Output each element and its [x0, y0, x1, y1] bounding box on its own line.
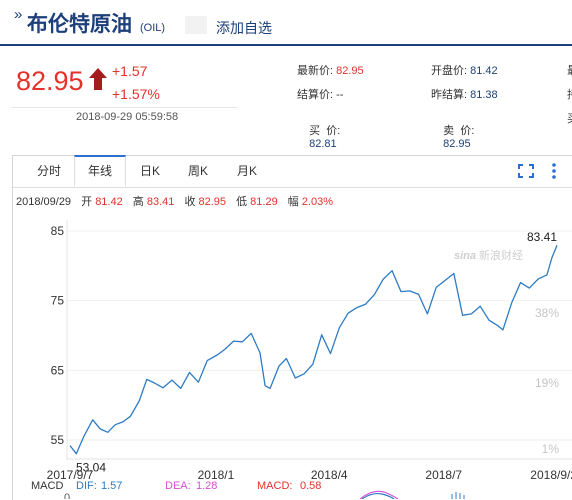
- ask-price-cell: 卖 价: 82.95: [437, 110, 474, 150]
- divider: [12, 107, 238, 108]
- settle-price-label: 结算价:: [297, 89, 334, 101]
- instrument-title: 布伦特原油: [27, 13, 132, 36]
- bid-price-cell: 买 价: 82.81: [303, 110, 340, 150]
- tab-weekly-k[interactable]: 周K: [187, 164, 208, 178]
- price-change-pct: +1.57%: [112, 86, 160, 102]
- price-change: +1.57: [112, 63, 148, 79]
- open-price-label: 开盘价:: [431, 65, 468, 77]
- latest-price-label: 最新价:: [297, 65, 334, 77]
- tab-yearly[interactable]: 年线: [74, 155, 126, 187]
- prev-settle-cell: 昨结算: 81.38: [431, 86, 498, 102]
- tab-intraday[interactable]: 分时: [36, 164, 61, 178]
- fullscreen-icon[interactable]: [518, 164, 534, 178]
- quote-timestamp: 2018-09-29 05:59:58: [76, 111, 179, 123]
- day-high-value: 83.41: [146, 196, 175, 208]
- day-amplitude-value: 2.03%: [301, 196, 334, 208]
- latest-price-cell: 最新价: 82.95: [297, 62, 364, 78]
- open-price-value: 81.42: [470, 65, 498, 77]
- tab-monthly-k[interactable]: 月K: [236, 164, 257, 178]
- code-separator: [185, 16, 207, 34]
- prev-settle-value: 81.38: [470, 89, 498, 101]
- latest-price-value: 82.95: [336, 65, 364, 77]
- tab-daily-k[interactable]: 日K: [139, 164, 160, 178]
- settle-price-cell: 结算价: --: [297, 86, 343, 102]
- ask-price-label: 卖 价:: [443, 125, 475, 137]
- day-date: 2018/09/29: [16, 196, 72, 208]
- right-edge-label-2: 持: [567, 86, 572, 102]
- chart-panel: 分时 年线 日K 周K 月K 2018/09/29 开 81.42 高 83.4…: [12, 155, 572, 500]
- day-close-label: 收: [184, 196, 196, 208]
- day-amplitude-label: 幅: [287, 196, 299, 208]
- more-options-icon[interactable]: [551, 162, 557, 180]
- double-chevron-icon: »: [14, 6, 23, 23]
- day-open-label: 开: [81, 196, 93, 208]
- bid-price-label: 买 价:: [309, 125, 341, 137]
- day-high-label: 高: [132, 196, 144, 208]
- ask-price-value: 82.95: [443, 138, 471, 150]
- add-favorite-link[interactable]: 添加自选: [216, 20, 272, 36]
- day-open-value: 81.42: [95, 196, 123, 208]
- open-price-cell: 开盘价: 81.42: [431, 62, 498, 78]
- day-info-row: 2018/09/29 开 81.42 高 83.41 收 82.95 低 81.…: [16, 193, 333, 209]
- bid-price-value: 82.81: [309, 138, 337, 150]
- right-edge-label-3: 买: [567, 110, 572, 126]
- right-edge-label-1: 最: [567, 62, 572, 78]
- day-low-value: 81.29: [250, 196, 278, 208]
- page-header: » 布伦特原油 (OIL) 添加自选: [0, 0, 572, 46]
- last-price: 82.95: [16, 66, 84, 96]
- day-close-value: 82.95: [198, 196, 227, 208]
- instrument-code: (OIL): [140, 22, 166, 34]
- up-arrow-icon: [89, 68, 107, 90]
- settle-price-value: --: [336, 89, 344, 101]
- prev-settle-label: 昨结算:: [431, 89, 468, 101]
- day-low-label: 低: [236, 196, 248, 208]
- period-tabs: 分时 年线 日K 周K 月K: [13, 155, 572, 188]
